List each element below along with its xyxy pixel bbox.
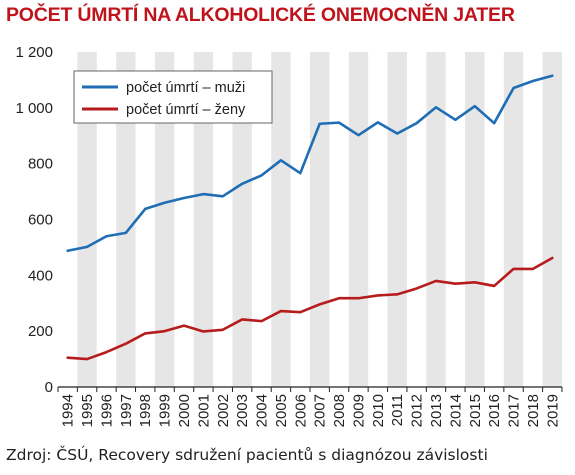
x-tick-label: 2002 <box>215 394 232 427</box>
x-tick-label: 2009 <box>350 394 367 427</box>
y-tick-label: 800 <box>28 156 53 173</box>
x-tick-label: 2018 <box>525 394 542 427</box>
y-axis: 0 200 400 600 800 1 000 1 200 <box>15 44 53 396</box>
source-note: Zdroj: ČSÚ, Recovery sdružení pacientů s… <box>6 446 488 464</box>
y-tick-label: 600 <box>28 212 53 229</box>
grid-band <box>154 52 175 387</box>
legend-label-zeny: počet úmrtí – ženy <box>126 102 246 118</box>
grid-band <box>426 52 446 387</box>
legend: počet úmrtí – muži počet úmrtí – ženy <box>73 70 273 124</box>
grid-band <box>77 52 97 387</box>
y-tick-label: 400 <box>28 267 53 284</box>
x-tick-label: 2001 <box>195 394 212 427</box>
series-line-zeny <box>66 256 554 361</box>
x-tick-label: 2005 <box>273 394 290 427</box>
x-tick-label: 2015 <box>467 394 484 427</box>
grid-band <box>310 52 330 387</box>
grid-bands <box>77 52 562 387</box>
x-tick-label: 2016 <box>486 394 503 427</box>
legend-label-muzi: počet úmrtí – muži <box>126 80 245 96</box>
grid-band <box>387 52 407 387</box>
grid-band <box>271 52 291 387</box>
x-tick-label: 2019 <box>544 394 561 427</box>
x-axis: 1994 1995 1996 1997 1998 1999 2000 2001 2002 2003… <box>57 386 563 427</box>
x-tick-label: 1998 <box>137 394 154 427</box>
x-tick-label: 2010 <box>370 394 387 427</box>
x-tick-label: 2003 <box>234 394 251 427</box>
grid-band <box>193 52 214 387</box>
x-tick-label: 2014 <box>447 394 464 427</box>
data-series <box>66 74 554 361</box>
x-tick-label: 2017 <box>506 394 523 427</box>
grid-band <box>348 52 369 387</box>
grid-band <box>116 52 136 387</box>
x-tick-label: 2007 <box>312 394 329 427</box>
x-tick-label: 2013 <box>428 394 445 427</box>
x-tick-label: 2008 <box>331 394 348 427</box>
chart-title: POČET ÚMRTÍ NA ALKOHOLICKÉ ONEMOCNĚN JAT… <box>6 4 515 26</box>
grid-band <box>232 52 252 387</box>
grid-band <box>542 52 562 387</box>
x-tick-label: 2006 <box>292 394 309 427</box>
x-tick-label: 1997 <box>118 394 135 427</box>
x-tick-label: 1995 <box>79 394 96 427</box>
legend-box <box>73 70 273 124</box>
x-tick-label: 1996 <box>98 394 115 427</box>
grid-band <box>465 52 485 387</box>
series-line-muzi <box>66 74 554 253</box>
x-tick-label: 2000 <box>176 394 193 427</box>
line-chart: 0 200 400 600 800 1 000 1 200 1994 1995 1996 1997… <box>15 44 563 427</box>
x-tick-label: 2012 <box>409 394 426 427</box>
y-tick-label: 1 200 <box>15 44 53 61</box>
y-tick-label: 200 <box>28 323 53 340</box>
x-tick-label: 2011 <box>389 394 406 426</box>
x-tick-label: 1999 <box>157 394 174 427</box>
y-tick-label: 1 000 <box>15 100 53 117</box>
y-tick-label: 0 <box>45 379 53 396</box>
grid-band <box>503 52 524 387</box>
x-tick-label: 2004 <box>254 394 271 427</box>
x-tick-label: 1994 <box>60 394 77 427</box>
